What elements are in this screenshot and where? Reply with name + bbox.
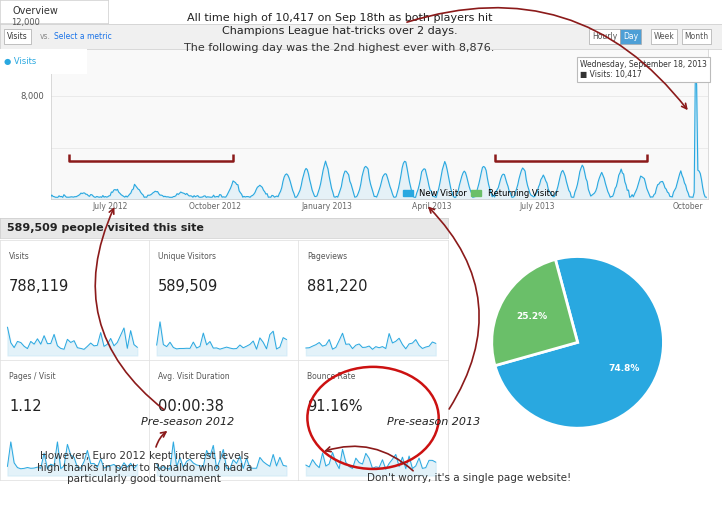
Text: However, Euro 2012 kept interest levels
high thanks in part to Ronaldo who had a: However, Euro 2012 kept interest levels …: [37, 451, 252, 484]
Text: Wednesday, September 18, 2013
■ Visits: 10,417: Wednesday, September 18, 2013 ■ Visits: …: [580, 60, 707, 79]
Text: Week: Week: [653, 32, 674, 41]
Wedge shape: [495, 257, 664, 428]
Text: All time high of 10,417 on Sep 18th as both players hit: All time high of 10,417 on Sep 18th as b…: [186, 13, 492, 23]
Text: 91.16%: 91.16%: [308, 399, 363, 414]
Text: ● Visits: ● Visits: [4, 57, 37, 66]
Text: Visits: Visits: [7, 32, 28, 41]
Text: Bounce Rate: Bounce Rate: [308, 372, 356, 381]
Text: 12,000: 12,000: [11, 18, 40, 28]
Text: 8,000: 8,000: [20, 92, 44, 101]
Text: Pageviews: Pageviews: [308, 252, 347, 261]
Text: Champions League hat-tricks over 2 days.: Champions League hat-tricks over 2 days.: [222, 26, 457, 36]
Text: vs.: vs.: [40, 32, 51, 41]
Text: Pre-season 2012: Pre-season 2012: [141, 416, 235, 427]
Text: 788,119: 788,119: [9, 278, 69, 294]
Text: April 2013: April 2013: [412, 202, 451, 212]
Text: The following day was the 2nd highest ever with 8,876.: The following day was the 2nd highest ev…: [184, 43, 495, 54]
Text: 589,509 people visited this site: 589,509 people visited this site: [6, 223, 204, 233]
Text: Don't worry, it's a single page website!: Don't worry, it's a single page website!: [367, 473, 571, 483]
Text: Avg. Visit Duration: Avg. Visit Duration: [158, 372, 230, 381]
Text: 1.12: 1.12: [9, 399, 42, 414]
Text: Month: Month: [684, 32, 708, 41]
Text: 589,509: 589,509: [158, 278, 219, 294]
Legend: New Visitor, Returning Visitor: New Visitor, Returning Visitor: [399, 185, 562, 201]
Text: October: October: [673, 202, 703, 212]
Text: Visits: Visits: [9, 252, 30, 261]
Text: 881,220: 881,220: [308, 278, 368, 294]
Text: Pre-season 2013: Pre-season 2013: [386, 416, 480, 427]
Text: Day: Day: [623, 32, 638, 41]
Text: Hourly: Hourly: [592, 32, 617, 41]
Text: July 2013: July 2013: [519, 202, 554, 212]
Text: Unique Visitors: Unique Visitors: [158, 252, 216, 261]
Text: Overview: Overview: [13, 7, 59, 16]
Text: 25.2%: 25.2%: [516, 312, 547, 320]
Text: 74.8%: 74.8%: [608, 364, 640, 373]
Text: 12,000: 12,000: [15, 40, 44, 50]
Text: January 2013: January 2013: [301, 202, 352, 212]
Wedge shape: [492, 260, 578, 366]
Text: Pages / Visit: Pages / Visit: [9, 372, 56, 381]
Text: Select a metric: Select a metric: [54, 32, 112, 41]
Text: 00:00:38: 00:00:38: [158, 399, 224, 414]
Text: July 2012: July 2012: [92, 202, 127, 212]
Text: October 2012: October 2012: [188, 202, 241, 212]
